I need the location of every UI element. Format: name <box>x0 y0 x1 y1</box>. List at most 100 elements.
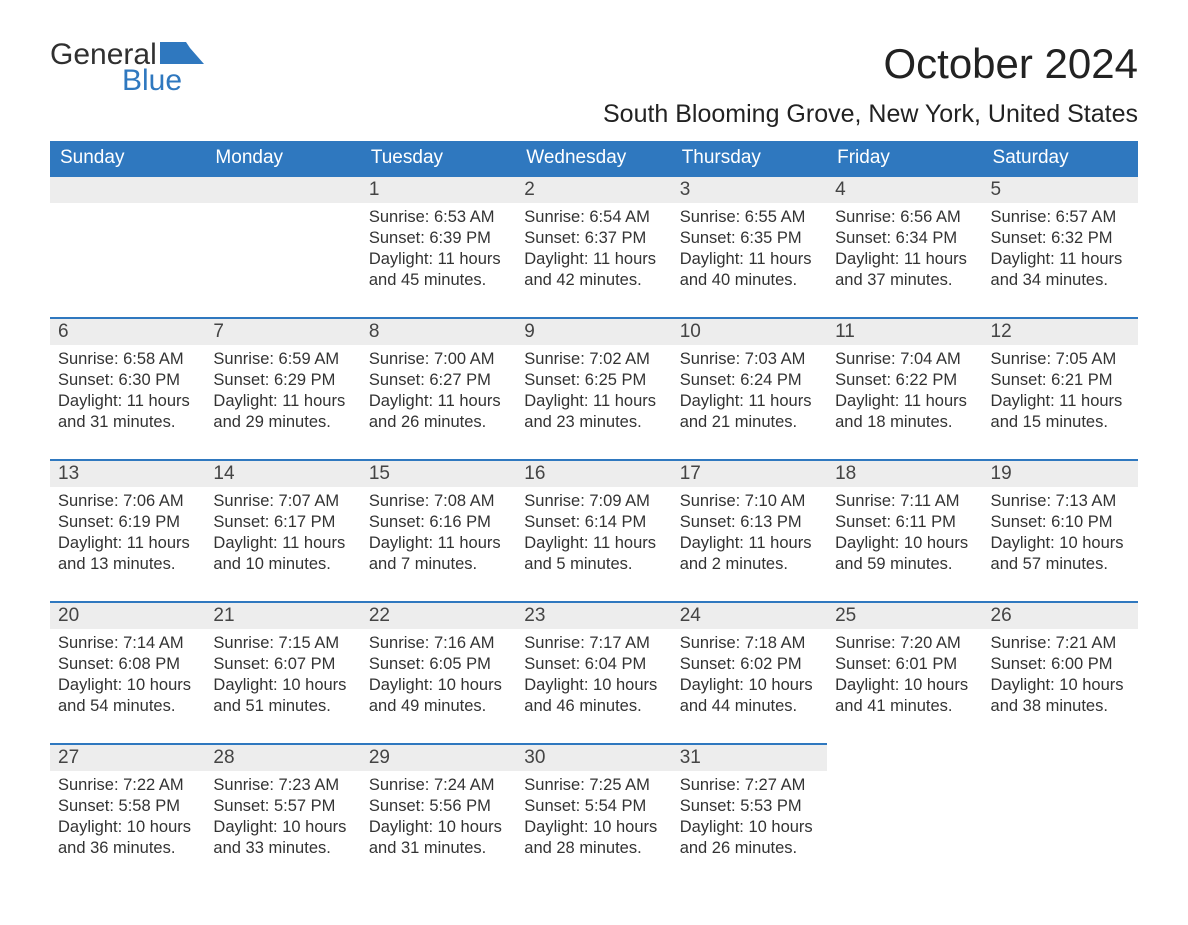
day-details: Sunrise: 7:02 AMSunset: 6:25 PMDaylight:… <box>516 345 671 433</box>
daylight-text: Daylight: 10 hours <box>835 675 974 696</box>
sunset-text: Sunset: 6:27 PM <box>369 370 508 391</box>
day-details: Sunrise: 7:17 AMSunset: 6:04 PMDaylight:… <box>516 629 671 717</box>
day-number: 19 <box>983 459 1138 487</box>
sunrise-text: Sunrise: 7:23 AM <box>213 775 352 796</box>
daylight-text: Daylight: 11 hours <box>991 249 1130 270</box>
day-details: Sunrise: 6:56 AMSunset: 6:34 PMDaylight:… <box>827 203 982 291</box>
sunset-text: Sunset: 6:16 PM <box>369 512 508 533</box>
sunrise-text: Sunrise: 7:18 AM <box>680 633 819 654</box>
daylight-text: Daylight: 11 hours <box>680 249 819 270</box>
daylight-text: Daylight: 11 hours <box>369 391 508 412</box>
sunrise-text: Sunrise: 6:53 AM <box>369 207 508 228</box>
sunrise-text: Sunrise: 6:55 AM <box>680 207 819 228</box>
calendar-cell: 31Sunrise: 7:27 AMSunset: 5:53 PMDayligh… <box>672 743 827 885</box>
daylight-text: and 51 minutes. <box>213 696 352 717</box>
sunset-text: Sunset: 6:08 PM <box>58 654 197 675</box>
daylight-text: Daylight: 11 hours <box>991 391 1130 412</box>
sunset-text: Sunset: 6:07 PM <box>213 654 352 675</box>
day-details: Sunrise: 7:21 AMSunset: 6:00 PMDaylight:… <box>983 629 1138 717</box>
day-details: Sunrise: 6:58 AMSunset: 6:30 PMDaylight:… <box>50 345 205 433</box>
calendar-cell: 16Sunrise: 7:09 AMSunset: 6:14 PMDayligh… <box>516 459 671 601</box>
sunset-text: Sunset: 6:14 PM <box>524 512 663 533</box>
sunrise-text: Sunrise: 7:21 AM <box>991 633 1130 654</box>
daylight-text: and 33 minutes. <box>213 838 352 859</box>
day-number: 23 <box>516 601 671 629</box>
day-number: 14 <box>205 459 360 487</box>
day-details: Sunrise: 7:10 AMSunset: 6:13 PMDaylight:… <box>672 487 827 575</box>
calendar-cell: 4Sunrise: 6:56 AMSunset: 6:34 PMDaylight… <box>827 175 982 317</box>
daylight-text: and 23 minutes. <box>524 412 663 433</box>
weekday-header: Thursday <box>672 141 827 175</box>
calendar-cell: 14Sunrise: 7:07 AMSunset: 6:17 PMDayligh… <box>205 459 360 601</box>
sunrise-text: Sunrise: 7:24 AM <box>369 775 508 796</box>
daylight-text: Daylight: 10 hours <box>680 817 819 838</box>
sunrise-text: Sunrise: 7:09 AM <box>524 491 663 512</box>
day-details: Sunrise: 7:05 AMSunset: 6:21 PMDaylight:… <box>983 345 1138 433</box>
daylight-text: and 15 minutes. <box>991 412 1130 433</box>
calendar-cell: 11Sunrise: 7:04 AMSunset: 6:22 PMDayligh… <box>827 317 982 459</box>
day-number: 25 <box>827 601 982 629</box>
sunset-text: Sunset: 6:10 PM <box>991 512 1130 533</box>
sunset-text: Sunset: 5:57 PM <box>213 796 352 817</box>
daylight-text: and 21 minutes. <box>680 412 819 433</box>
day-number: 24 <box>672 601 827 629</box>
day-details: Sunrise: 7:25 AMSunset: 5:54 PMDaylight:… <box>516 771 671 859</box>
daylight-text: Daylight: 11 hours <box>58 391 197 412</box>
sunset-text: Sunset: 6:35 PM <box>680 228 819 249</box>
sunrise-text: Sunrise: 7:15 AM <box>213 633 352 654</box>
calendar-cell: 1Sunrise: 6:53 AMSunset: 6:39 PMDaylight… <box>361 175 516 317</box>
calendar-cell: 19Sunrise: 7:13 AMSunset: 6:10 PMDayligh… <box>983 459 1138 601</box>
calendar-cell: 22Sunrise: 7:16 AMSunset: 6:05 PMDayligh… <box>361 601 516 743</box>
sunrise-text: Sunrise: 7:11 AM <box>835 491 974 512</box>
daylight-text: Daylight: 11 hours <box>524 391 663 412</box>
calendar-week-row: 13Sunrise: 7:06 AMSunset: 6:19 PMDayligh… <box>50 459 1138 601</box>
daylight-text: Daylight: 11 hours <box>524 533 663 554</box>
daylight-text: Daylight: 11 hours <box>213 533 352 554</box>
sunset-text: Sunset: 6:11 PM <box>835 512 974 533</box>
location-text: South Blooming Grove, New York, United S… <box>603 100 1138 129</box>
day-number <box>205 175 360 203</box>
day-number: 8 <box>361 317 516 345</box>
daylight-text: Daylight: 10 hours <box>58 675 197 696</box>
daylight-text: and 2 minutes. <box>680 554 819 575</box>
day-number: 28 <box>205 743 360 771</box>
day-details: Sunrise: 7:04 AMSunset: 6:22 PMDaylight:… <box>827 345 982 433</box>
daylight-text: Daylight: 11 hours <box>680 391 819 412</box>
day-number <box>50 175 205 203</box>
calendar-cell: 25Sunrise: 7:20 AMSunset: 6:01 PMDayligh… <box>827 601 982 743</box>
day-details: Sunrise: 7:09 AMSunset: 6:14 PMDaylight:… <box>516 487 671 575</box>
page-title: October 2024 <box>603 40 1138 88</box>
calendar-cell <box>205 175 360 317</box>
day-number: 21 <box>205 601 360 629</box>
day-number: 12 <box>983 317 1138 345</box>
day-details: Sunrise: 6:55 AMSunset: 6:35 PMDaylight:… <box>672 203 827 291</box>
day-details: Sunrise: 6:53 AMSunset: 6:39 PMDaylight:… <box>361 203 516 291</box>
calendar-cell: 17Sunrise: 7:10 AMSunset: 6:13 PMDayligh… <box>672 459 827 601</box>
day-number: 2 <box>516 175 671 203</box>
calendar-cell: 26Sunrise: 7:21 AMSunset: 6:00 PMDayligh… <box>983 601 1138 743</box>
daylight-text: Daylight: 10 hours <box>524 675 663 696</box>
sunset-text: Sunset: 5:54 PM <box>524 796 663 817</box>
calendar-cell: 6Sunrise: 6:58 AMSunset: 6:30 PMDaylight… <box>50 317 205 459</box>
day-details: Sunrise: 7:07 AMSunset: 6:17 PMDaylight:… <box>205 487 360 575</box>
calendar-cell <box>50 175 205 317</box>
day-details: Sunrise: 7:23 AMSunset: 5:57 PMDaylight:… <box>205 771 360 859</box>
daylight-text: Daylight: 11 hours <box>835 249 974 270</box>
daylight-text: and 49 minutes. <box>369 696 508 717</box>
weekday-header: Tuesday <box>361 141 516 175</box>
daylight-text: Daylight: 11 hours <box>369 249 508 270</box>
day-details: Sunrise: 7:14 AMSunset: 6:08 PMDaylight:… <box>50 629 205 717</box>
day-number: 9 <box>516 317 671 345</box>
daylight-text: Daylight: 10 hours <box>213 817 352 838</box>
day-number: 15 <box>361 459 516 487</box>
calendar-cell: 5Sunrise: 6:57 AMSunset: 6:32 PMDaylight… <box>983 175 1138 317</box>
sunset-text: Sunset: 6:21 PM <box>991 370 1130 391</box>
logo: General Blue <box>50 40 204 96</box>
logo-word2: Blue <box>122 66 204 96</box>
sunset-text: Sunset: 6:13 PM <box>680 512 819 533</box>
daylight-text: and 28 minutes. <box>524 838 663 859</box>
sunset-text: Sunset: 6:19 PM <box>58 512 197 533</box>
sunrise-text: Sunrise: 6:59 AM <box>213 349 352 370</box>
daylight-text: and 42 minutes. <box>524 270 663 291</box>
daylight-text: Daylight: 10 hours <box>58 817 197 838</box>
